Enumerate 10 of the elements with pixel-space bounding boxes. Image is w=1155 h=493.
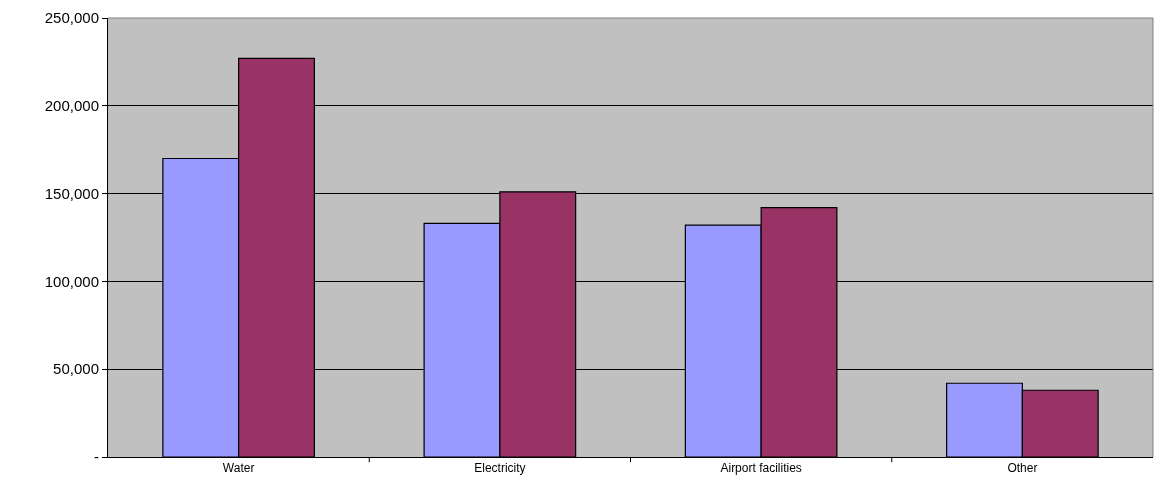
y-tick-label: 200,000 <box>44 97 99 115</box>
x-tick-label: Airport facilities <box>720 461 802 476</box>
y-tick-label: 150,000 <box>44 184 99 202</box>
y-tick-label: 250,000 <box>44 9 99 27</box>
y-tick-label: - <box>94 448 99 466</box>
y-tick-label: 50,000 <box>53 360 99 378</box>
x-tick-label: Other <box>1007 461 1038 476</box>
y-tick-label: 100,000 <box>44 272 99 290</box>
x-tick-label: Water <box>222 461 255 476</box>
x-tick-label: Electricity <box>474 461 526 476</box>
